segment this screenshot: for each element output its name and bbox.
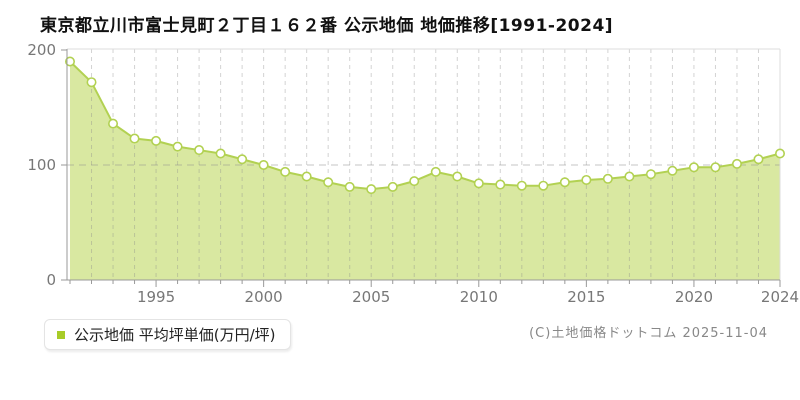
data-point-2003 (323, 177, 334, 188)
x-tick-label: 2020 (675, 288, 713, 306)
y-tick-label: 0 (46, 271, 56, 289)
data-point-2013 (538, 180, 549, 191)
data-point-2021 (710, 162, 721, 173)
data-point-2010 (473, 178, 484, 189)
x-tick-label: 2015 (567, 288, 605, 306)
data-point-2001 (280, 166, 291, 177)
data-point-2011 (495, 179, 506, 190)
data-point-2005 (366, 184, 377, 195)
data-point-2020 (688, 162, 699, 173)
data-point-1993 (108, 118, 119, 129)
x-tick-label: 2010 (460, 288, 498, 306)
legend-marker-icon (57, 330, 65, 339)
data-point-1998 (215, 148, 226, 159)
data-point-1994 (129, 133, 140, 144)
data-point-2018 (645, 169, 656, 180)
data-point-2022 (731, 158, 742, 169)
data-point-1996 (172, 141, 183, 152)
data-point-2023 (753, 154, 764, 165)
y-tick-label: 200 (27, 41, 56, 59)
data-point-2016 (602, 173, 613, 184)
data-point-2000 (258, 160, 269, 171)
data-point-2004 (344, 181, 355, 192)
x-tick-label: 2000 (245, 288, 283, 306)
data-point-1991 (65, 56, 76, 67)
data-point-2006 (387, 181, 398, 192)
y-tick-label: 100 (27, 156, 56, 174)
copyright-text: (C)土地価格ドットコム 2025-11-04 (529, 326, 768, 341)
series-line (69, 60, 781, 191)
series-area-fill (70, 61, 780, 280)
data-point-2008 (430, 166, 441, 177)
data-point-2014 (559, 177, 570, 188)
data-point-1995 (151, 135, 162, 146)
data-point-1992 (86, 77, 97, 88)
data-point-2009 (452, 171, 463, 182)
legend-label: 公示地価 平均坪単価(万円/坪) (74, 326, 276, 344)
x-tick-label: 2024 (761, 288, 799, 306)
legend: 公示地価 平均坪単価(万円/坪) (44, 319, 291, 350)
data-point-2024 (774, 148, 785, 159)
data-point-2002 (301, 171, 312, 182)
data-point-2007 (409, 176, 420, 187)
x-tick-label: 2005 (352, 288, 390, 306)
x-tick-label: 1995 (137, 288, 175, 306)
data-point-1999 (237, 154, 248, 165)
chart-title: 東京都立川市富士見町２丁目１６２番 公示地価 地価推移[1991-2024] (40, 16, 614, 36)
data-point-2015 (581, 174, 592, 185)
data-point-2017 (624, 171, 635, 182)
data-point-2012 (516, 180, 527, 191)
data-point-2019 (667, 165, 678, 176)
data-point-1997 (194, 145, 205, 156)
